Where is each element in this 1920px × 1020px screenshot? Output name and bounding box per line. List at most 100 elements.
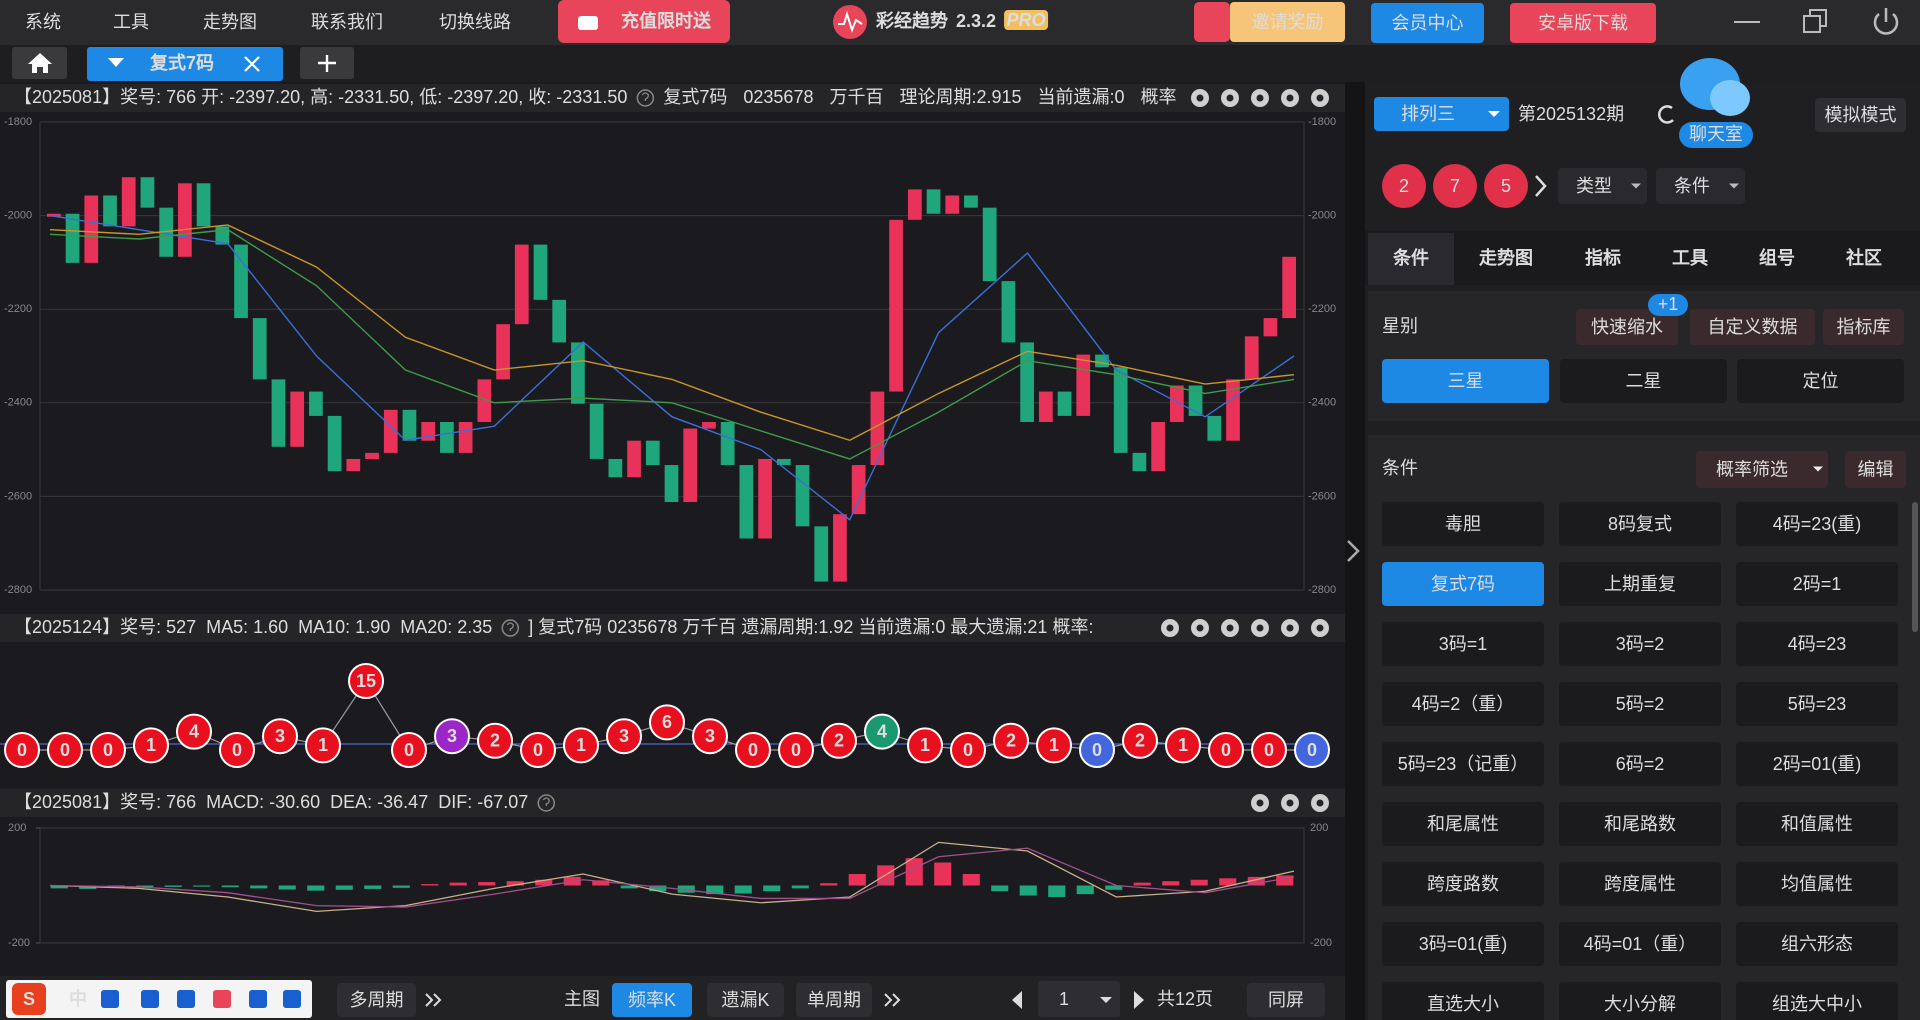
tab-title[interactable]: 复式7码 — [149, 52, 214, 73]
condition-button[interactable]: 均值属性 — [1781, 874, 1853, 894]
star-button-bg[interactable] — [1737, 359, 1904, 403]
multi-period-bg[interactable] — [337, 983, 416, 1017]
member[interactable]: 会员中心 — [1392, 13, 1464, 33]
star-tool[interactable]: 快速缩水 — [1591, 317, 1663, 337]
condition-button[interactable]: 和尾路数 — [1604, 814, 1676, 834]
condition-button-bg[interactable] — [1382, 922, 1544, 966]
condition-button[interactable]: 5码=2 — [1616, 694, 1665, 714]
condition-button-bg[interactable] — [1559, 862, 1721, 906]
ime-tool[interactable] — [213, 990, 231, 1008]
ime-tool[interactable] — [141, 990, 159, 1008]
condition-button-bg[interactable] — [1736, 982, 1898, 1020]
condition-button-bg[interactable] — [1736, 922, 1898, 966]
condition-button[interactable]: 和值属性 — [1781, 814, 1853, 834]
condition-button[interactable]: 3码=01(重) — [1419, 934, 1508, 954]
condition-button-bg[interactable] — [1736, 862, 1898, 906]
sidebar-tab[interactable]: 条件 — [1392, 247, 1429, 268]
condition-button-bg[interactable] — [1382, 862, 1544, 906]
edit-bg[interactable] — [1845, 451, 1906, 488]
ime-tool[interactable] — [101, 990, 119, 1008]
sidebar-tab[interactable]: 指标 — [1585, 247, 1621, 268]
condition-select[interactable]: 条件 — [1674, 176, 1710, 196]
condition-button-bg[interactable] — [1382, 982, 1544, 1020]
star-button[interactable]: 三星 — [1448, 371, 1484, 391]
star-tool-bg[interactable] — [1576, 309, 1678, 345]
condition-button[interactable]: 2码=1 — [1793, 574, 1842, 594]
condition-button[interactable]: 3码=2 — [1616, 634, 1665, 654]
condition-button[interactable]: 5码=23（记重） — [1398, 754, 1529, 774]
collapse-icon[interactable] — [1347, 540, 1360, 562]
mode-button-bg[interactable] — [796, 983, 872, 1017]
lottery-select[interactable]: 排列三 — [1401, 104, 1455, 124]
mode-button-bg[interactable] — [707, 983, 784, 1017]
star-tool[interactable]: 指标库 — [1837, 317, 1891, 337]
ime-tool[interactable] — [177, 990, 195, 1008]
android[interactable]: 安卓版下载 — [1538, 13, 1628, 33]
condition-button-bg[interactable] — [1736, 562, 1898, 606]
filter-select[interactable]: 概率筛选 — [1716, 459, 1788, 479]
filter-select-bg[interactable] — [1696, 451, 1828, 488]
star-button-bg[interactable] — [1382, 359, 1549, 403]
condition-button[interactable]: 4码=23(重) — [1773, 514, 1862, 534]
condition-button-bg[interactable] — [1382, 742, 1544, 786]
power[interactable] — [1873, 8, 1899, 35]
sidebar-tab[interactable]: 组号 — [1759, 247, 1795, 268]
tab-bg[interactable] — [87, 47, 283, 81]
condition-button[interactable]: 跨度路数 — [1427, 874, 1499, 894]
mode-toggle-bg[interactable] — [1815, 98, 1906, 132]
condition-button[interactable]: 上期重复 — [1604, 574, 1676, 594]
help-icon[interactable] — [537, 794, 556, 812]
invite-bg[interactable] — [1230, 2, 1345, 42]
condition-button[interactable]: 8码复式 — [1608, 514, 1672, 534]
star-button[interactable]: 二星 — [1626, 371, 1662, 391]
condition-button-bg[interactable] — [1382, 562, 1544, 606]
help-icon[interactable] — [636, 89, 655, 107]
condition-button[interactable]: 跨度属性 — [1604, 874, 1676, 894]
edit[interactable]: 编辑 — [1858, 459, 1894, 479]
condition-button[interactable]: 组选大中小 — [1772, 994, 1862, 1014]
condition-button[interactable]: 组六形态 — [1781, 934, 1853, 954]
condition-button[interactable]: 3码=1 — [1439, 634, 1488, 654]
condition-button-bg[interactable] — [1559, 562, 1721, 606]
lottery-select-bg[interactable] — [1374, 97, 1509, 131]
mode-button[interactable]: 频率K — [628, 990, 676, 1010]
type-select-bg[interactable] — [1558, 168, 1647, 204]
ime-tool[interactable] — [283, 990, 301, 1008]
menu-item[interactable]: 系统 — [25, 12, 61, 32]
same-screen[interactable]: 同屏 — [1268, 990, 1304, 1010]
mode-toggle[interactable]: 模拟模式 — [1825, 105, 1897, 125]
promo-bg[interactable] — [558, 0, 730, 43]
next-page[interactable] — [1134, 991, 1144, 1009]
condition-button[interactable]: 4码=2（重） — [1412, 694, 1515, 714]
condition-button-bg[interactable] — [1382, 802, 1544, 846]
condition-button-bg[interactable] — [1382, 622, 1544, 666]
condition-button-bg[interactable] — [1559, 922, 1721, 966]
android-bg[interactable] — [1510, 3, 1656, 43]
menu-item[interactable]: 工具 — [113, 12, 149, 32]
same-screen-bg[interactable] — [1247, 983, 1325, 1017]
condition-button-bg[interactable] — [1736, 682, 1898, 726]
condition-button-bg[interactable] — [1382, 502, 1544, 546]
restore-front[interactable] — [1803, 15, 1821, 33]
mode-button-bg[interactable] — [612, 983, 692, 1017]
sidebar-tab[interactable]: 社区 — [1846, 247, 1882, 268]
refresh-icon[interactable] — [1658, 105, 1674, 124]
condition-select-bg[interactable] — [1656, 168, 1745, 204]
condition-button[interactable]: 6码=2 — [1616, 754, 1665, 774]
promo[interactable]: 充值限时送 — [621, 10, 712, 31]
multi-period[interactable]: 多周期 — [350, 990, 404, 1010]
condition-button-bg[interactable] — [1559, 682, 1721, 726]
page-number[interactable]: 1 — [1059, 989, 1069, 1009]
page-select[interactable] — [1038, 981, 1120, 1017]
star-tool[interactable]: 自定义数据 — [1708, 317, 1798, 337]
star-button[interactable]: 定位 — [1803, 371, 1839, 391]
condition-button[interactable]: 直选大小 — [1427, 994, 1499, 1014]
condition-button-bg[interactable] — [1559, 982, 1721, 1020]
condition-button-bg[interactable] — [1559, 802, 1721, 846]
condition-button[interactable]: 2码=01(重) — [1773, 754, 1862, 774]
condition-button-bg[interactable] — [1559, 622, 1721, 666]
menu-item[interactable]: 联系我们 — [311, 12, 383, 32]
condition-button-bg[interactable] — [1559, 742, 1721, 786]
condition-button-bg[interactable] — [1736, 502, 1898, 546]
mode-button[interactable]: 单周期 — [807, 990, 861, 1010]
